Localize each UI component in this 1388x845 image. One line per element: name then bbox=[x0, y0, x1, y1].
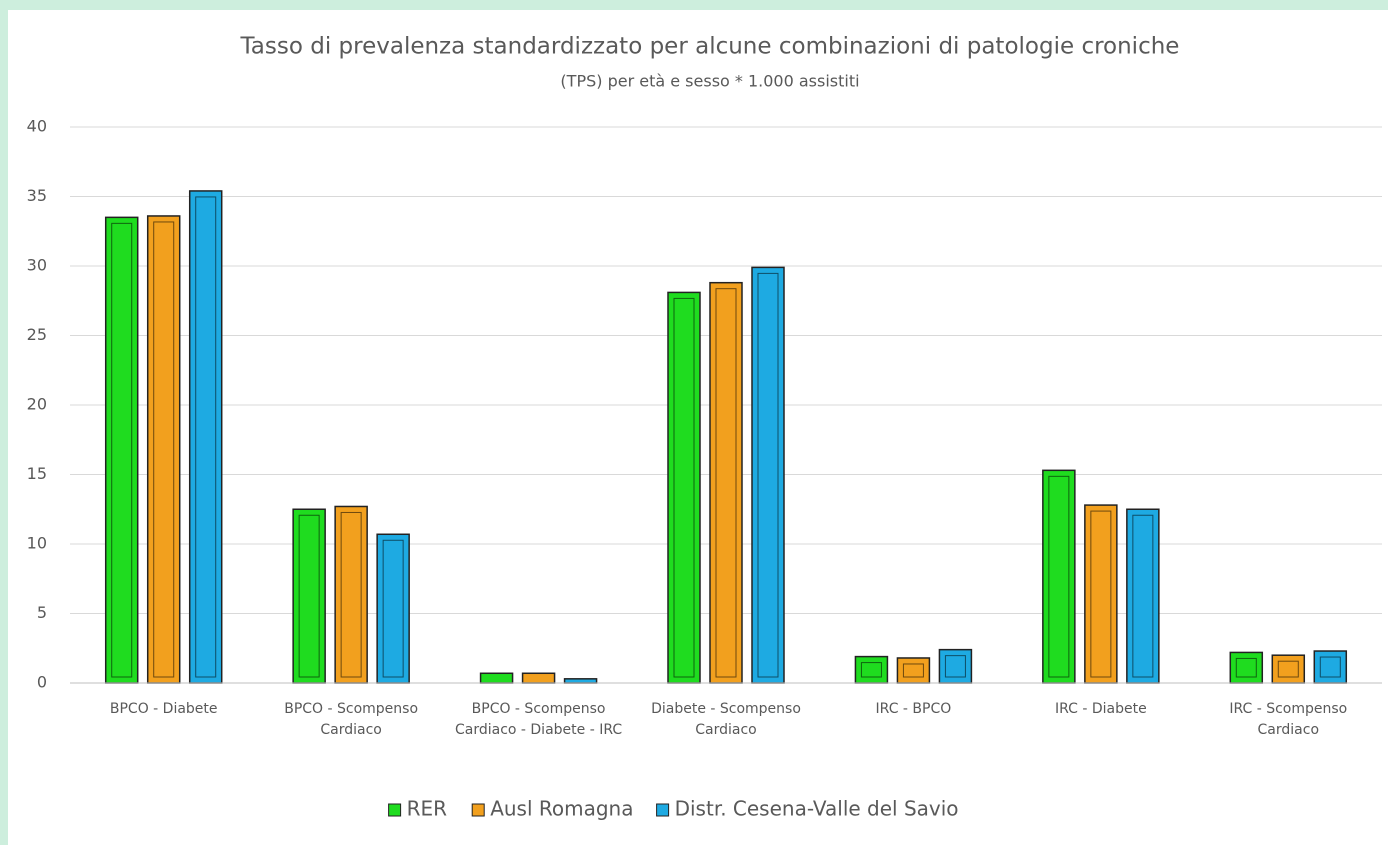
bar-bevel bbox=[1319, 656, 1341, 678]
bar-bevel bbox=[1235, 657, 1257, 678]
y-tick-label: 5 bbox=[37, 603, 47, 622]
chart-title: Tasso di prevalenza standardizzato per a… bbox=[240, 34, 1180, 60]
x-tick-label: BPCO - Scompenso Cardiaco bbox=[284, 701, 419, 738]
y-tick-label: 25 bbox=[27, 325, 47, 344]
bar-bevel bbox=[195, 196, 217, 678]
bar-bevel bbox=[860, 662, 882, 678]
bar bbox=[146, 215, 181, 684]
bar bbox=[292, 508, 326, 684]
bar bbox=[376, 533, 410, 684]
bar-bevel bbox=[382, 539, 404, 678]
y-tick-label: 30 bbox=[27, 256, 47, 275]
bar-bevel bbox=[298, 514, 320, 678]
bar bbox=[667, 291, 701, 684]
y-tick-label: 0 bbox=[37, 673, 47, 692]
bar bbox=[188, 190, 223, 684]
legend-swatch bbox=[656, 803, 670, 817]
bar-bevel bbox=[1048, 475, 1070, 678]
bar bbox=[938, 648, 973, 684]
bar-bevel bbox=[340, 511, 362, 678]
bar-bevel bbox=[757, 272, 779, 678]
bar bbox=[709, 281, 743, 684]
legend-swatch bbox=[471, 803, 485, 817]
bar bbox=[1126, 508, 1160, 684]
bar-bevel bbox=[944, 655, 966, 678]
bar bbox=[1271, 654, 1306, 684]
x-tick-label: IRC - Diabete bbox=[1054, 701, 1147, 717]
legend-label: Distr. Cesena-Valle del Savio bbox=[675, 797, 959, 821]
bar-bevel bbox=[902, 663, 924, 678]
bar bbox=[1313, 650, 1348, 684]
bar bbox=[1084, 504, 1118, 684]
x-tick-label: BPCO - Scompenso Cardiaco - Diabete - IR… bbox=[454, 701, 623, 738]
bar-bevel bbox=[111, 222, 133, 678]
bar bbox=[1229, 651, 1264, 684]
legend-label: Ausl Romagna bbox=[490, 797, 633, 821]
bar-bevel bbox=[1277, 660, 1299, 678]
bar bbox=[479, 672, 514, 684]
bar-bevel bbox=[153, 221, 175, 678]
bar bbox=[104, 216, 139, 684]
y-tick-label: 35 bbox=[27, 186, 47, 205]
y-tick-label: 40 bbox=[27, 117, 47, 136]
bar bbox=[334, 505, 368, 684]
x-tick-label: Diabete - Scompenso Cardiaco bbox=[651, 701, 801, 738]
bar bbox=[751, 266, 785, 684]
legend-swatch bbox=[388, 803, 402, 817]
bar-bevel bbox=[1132, 514, 1154, 678]
bar bbox=[521, 672, 556, 684]
x-tick-label: IRC - Scompenso Cardiaco bbox=[1229, 701, 1348, 738]
chart-subtitle: (TPS) per età e sesso * 1.000 assistiti bbox=[560, 72, 859, 91]
x-tick-label: BPCO - Diabete bbox=[109, 701, 218, 717]
y-tick-label: 15 bbox=[27, 464, 47, 483]
bar bbox=[896, 657, 931, 684]
y-tick-label: 10 bbox=[27, 534, 47, 553]
bar-bevel bbox=[1090, 510, 1112, 678]
x-tick-label: IRC - BPCO bbox=[875, 701, 952, 717]
y-tick-label: 20 bbox=[27, 395, 47, 414]
bar bbox=[563, 678, 598, 684]
bar-bevel bbox=[715, 288, 737, 678]
bar-bevel bbox=[673, 297, 695, 678]
legend-label: RER bbox=[407, 797, 448, 821]
bar bbox=[854, 655, 889, 684]
bar bbox=[1042, 469, 1076, 684]
